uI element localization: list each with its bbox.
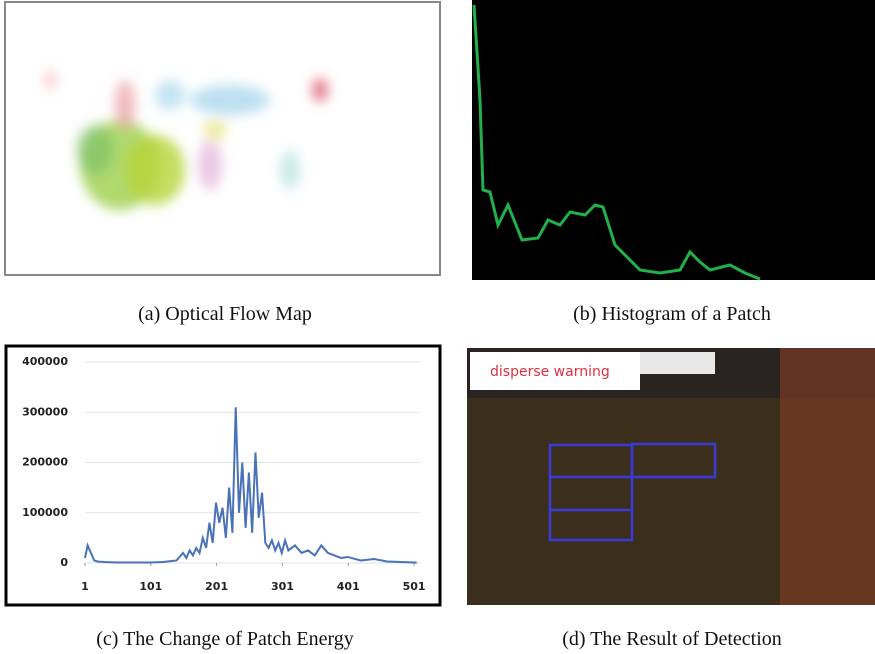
x-tick-label: 101 bbox=[139, 580, 162, 593]
caption: (c) The Change of Patch Energy bbox=[96, 628, 354, 650]
warning-text: disperse warning bbox=[490, 364, 610, 380]
caption: (d) The Result of Detection bbox=[562, 628, 782, 650]
figure: 0 100000 200000 300000 400000 1 101 201 301 401 50… bbox=[0, 0, 875, 654]
y-tick-label: 400000 bbox=[22, 355, 68, 368]
x-tick-label: 401 bbox=[337, 580, 360, 593]
photo-wall bbox=[780, 348, 875, 605]
caption: (b) Histogram of a Patch bbox=[573, 303, 771, 325]
figure-canvas: 0 100000 200000 300000 400000 1 101 201 301 401 50… bbox=[0, 0, 875, 654]
chart-frame bbox=[6, 346, 440, 605]
flow-map-frame bbox=[5, 2, 440, 275]
x-tick-label: 1 bbox=[81, 580, 89, 593]
x-tick-label: 501 bbox=[403, 580, 426, 593]
x-tick-label: 201 bbox=[205, 580, 228, 593]
photo-sign bbox=[640, 352, 715, 374]
y-tick-label: 200000 bbox=[22, 456, 68, 469]
y-tick-label: 300000 bbox=[22, 405, 68, 418]
y-tick-label: 0 bbox=[60, 556, 68, 569]
x-tick-label: 301 bbox=[271, 580, 294, 593]
y-tick-label: 100000 bbox=[22, 506, 68, 519]
caption: (a) Optical Flow Map bbox=[138, 303, 312, 325]
